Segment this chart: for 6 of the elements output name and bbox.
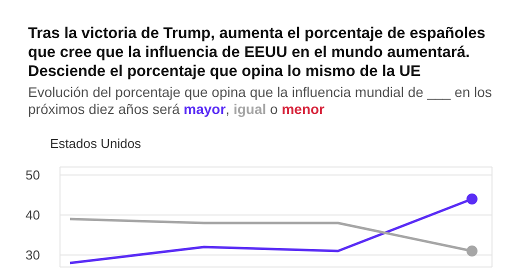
y-tick-label: 50: [26, 168, 40, 183]
y-tick-label: 40: [26, 208, 40, 223]
y-tick-label: 30: [26, 248, 40, 263]
chart-title: Tras la victoria de Trump, aumenta el porcentaje de españoles que cree que la influencia de EEUU en el mundo aumentará. Desciende el porcentaje que opina lo mismo de la UE: [28, 24, 486, 81]
text: Estados Unidos: [50, 136, 142, 151]
chart-subtitle: Evolución del porcentaje que opina que la influencia mundial de ___ en los próximos diez años será mayor, igual o menor: [28, 84, 493, 118]
